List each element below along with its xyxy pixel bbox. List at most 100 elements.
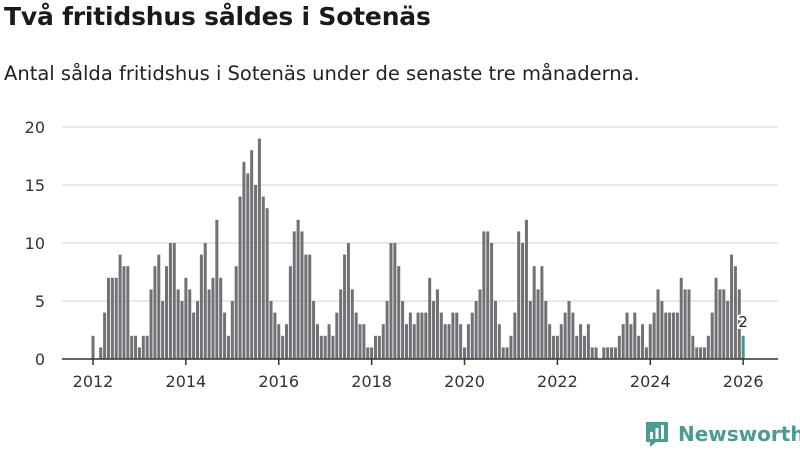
bar <box>254 185 258 359</box>
y-tick-label: 5 <box>35 292 45 311</box>
bar <box>621 324 625 359</box>
x-tick-label: 2018 <box>351 372 392 391</box>
bar <box>706 335 710 359</box>
bar <box>509 335 513 359</box>
bar <box>432 301 436 359</box>
bar <box>718 289 722 359</box>
bar <box>625 312 629 359</box>
bar <box>656 289 660 359</box>
bar <box>358 324 362 359</box>
bar <box>269 301 273 359</box>
bar <box>165 266 169 359</box>
bar <box>652 312 656 359</box>
bar <box>211 277 215 359</box>
bar <box>687 289 691 359</box>
bar <box>567 301 571 359</box>
bar <box>675 312 679 359</box>
bar <box>327 324 331 359</box>
bar <box>466 324 470 359</box>
bar <box>145 335 149 359</box>
bar <box>246 173 250 359</box>
bar <box>482 231 486 359</box>
bar <box>141 335 145 359</box>
bar <box>397 266 401 359</box>
bar <box>637 335 641 359</box>
bar <box>699 347 703 359</box>
bar <box>122 266 126 359</box>
bar <box>308 254 312 359</box>
bar <box>668 312 672 359</box>
chart-subtitle: Antal sålda fritidshus i Sotenäs under d… <box>4 62 640 85</box>
bar <box>180 301 184 359</box>
bar <box>312 301 316 359</box>
bar <box>451 312 455 359</box>
bar <box>157 254 161 359</box>
bar <box>606 347 610 359</box>
bar <box>223 312 227 359</box>
bar <box>582 335 586 359</box>
bar <box>672 312 675 359</box>
bar <box>230 301 234 359</box>
bar <box>602 347 606 359</box>
x-tick-label: 2020 <box>444 372 485 391</box>
bar <box>118 254 122 359</box>
bar <box>679 277 683 359</box>
chart-title: Två fritidshus såldes i Sotenäs <box>4 2 431 31</box>
bar <box>722 289 726 359</box>
bar <box>490 243 494 359</box>
bar <box>463 347 467 359</box>
bar <box>695 347 699 359</box>
bar <box>300 231 304 359</box>
bar <box>381 324 385 359</box>
bar <box>323 335 327 359</box>
bar <box>617 335 621 359</box>
bar <box>428 277 432 359</box>
bar <box>629 324 633 359</box>
bar <box>447 324 451 359</box>
bar <box>203 243 207 359</box>
bar <box>137 347 141 359</box>
bar <box>424 312 428 359</box>
bar <box>486 231 490 359</box>
bar <box>536 289 540 359</box>
x-tick-label: 2014 <box>166 372 207 391</box>
bar <box>513 312 517 359</box>
bar <box>385 301 389 359</box>
bar <box>548 324 552 359</box>
bar <box>346 243 350 359</box>
bar <box>439 312 443 359</box>
bar <box>339 289 343 359</box>
bar <box>261 196 265 359</box>
y-tick-label: 0 <box>35 350 45 369</box>
bar <box>331 335 335 359</box>
brand-logo[interactable]: Newsworthy <box>644 418 800 450</box>
bar <box>691 335 695 359</box>
bar <box>110 277 114 359</box>
bar <box>91 335 95 359</box>
bar <box>474 301 478 359</box>
bar <box>130 335 134 359</box>
x-tick-label: 2016 <box>258 372 299 391</box>
bar <box>285 324 288 359</box>
bar <box>559 324 563 359</box>
bar <box>354 312 358 359</box>
bar <box>250 150 254 359</box>
bar <box>114 277 118 359</box>
bar <box>555 335 559 359</box>
bar <box>517 231 521 359</box>
bar <box>192 312 196 359</box>
bar <box>532 266 536 359</box>
y-tick-label: 15 <box>25 176 45 195</box>
bar <box>497 324 501 359</box>
bar <box>393 243 397 359</box>
bar <box>575 335 579 359</box>
bar <box>304 254 308 359</box>
bar <box>648 324 652 359</box>
bar <box>730 254 734 359</box>
x-tick-label: 2012 <box>73 372 114 391</box>
bar <box>234 266 238 359</box>
bar <box>215 219 219 359</box>
bar <box>544 301 548 359</box>
bar <box>281 335 285 359</box>
bar <box>377 335 381 359</box>
